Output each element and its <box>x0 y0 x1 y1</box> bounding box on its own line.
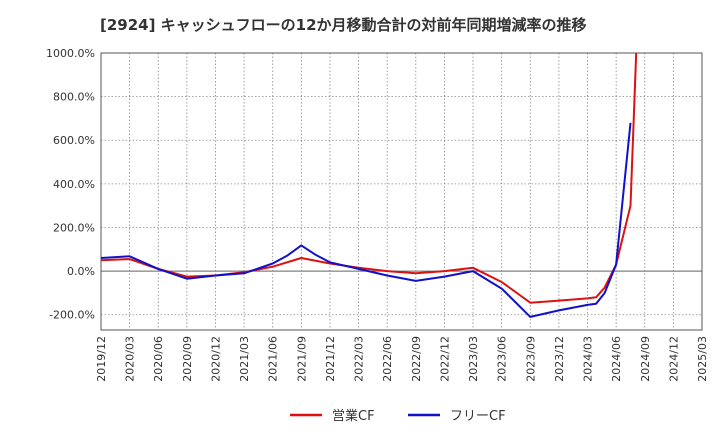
x-tick-label: 2023/03 <box>467 336 480 382</box>
x-tick-label: 2020/06 <box>152 336 165 382</box>
y-axis: 1000.0% 800.0% 600.0% 400.0% 200.0% 0.0% -200.… <box>46 47 95 322</box>
grid-lines <box>100 52 703 330</box>
x-tick-label: 2023/12 <box>553 336 566 382</box>
x-tick-label: 2024/03 <box>582 336 595 382</box>
x-tick-label: 2023/06 <box>496 336 509 382</box>
x-tick-label: 2024/06 <box>610 336 623 382</box>
x-tick-label: 2021/03 <box>238 336 251 382</box>
x-tick-label: 2024/09 <box>639 336 652 382</box>
legend-label-operating-cf: 営業CF <box>332 408 375 424</box>
y-tick-label: 800.0% <box>53 91 95 104</box>
plot-frame <box>100 52 703 331</box>
x-tick-label: 2022/03 <box>353 336 366 382</box>
series-line-1 <box>101 122 632 318</box>
series-line-0 <box>101 53 638 304</box>
x-tick-label: 2023/09 <box>524 336 537 382</box>
legend-label-free-cf: フリーCF <box>450 409 506 424</box>
y-tick-label: 1000.0% <box>46 47 95 60</box>
y-tick-label: 600.0% <box>53 134 95 147</box>
chart-title: [2924] キャッシュフローの12か月移動合計の対前年同期増減率の推移 <box>100 16 587 34</box>
x-tick-label: 2021/09 <box>295 336 308 382</box>
x-tick-label: 2020/09 <box>181 336 194 382</box>
x-tick-label: 2022/12 <box>438 336 451 382</box>
series-layer <box>101 53 638 318</box>
x-tick-label: 2022/06 <box>381 336 394 382</box>
y-tick-label: -200.0% <box>49 309 95 322</box>
x-tick-label: 2025/03 <box>696 336 709 382</box>
x-tick-label: 2021/12 <box>324 336 337 382</box>
y-tick-label: 0.0% <box>67 265 95 278</box>
x-tick-label: 2020/03 <box>124 336 137 382</box>
legend: 営業CF フリーCF <box>290 408 506 424</box>
y-tick-label: 200.0% <box>53 221 95 234</box>
x-tick-label: 2024/12 <box>667 336 680 382</box>
y-tick-label: 400.0% <box>53 178 95 191</box>
x-tick-label: 2020/12 <box>209 336 222 382</box>
x-tick-label: 2021/06 <box>267 336 280 382</box>
x-tick-label: 2022/09 <box>410 336 423 382</box>
x-tick-label: 2019/12 <box>95 336 108 382</box>
x-axis: 2019/12 2020/03 2020/06 2020/09 2020/12 2021/… <box>95 336 709 382</box>
